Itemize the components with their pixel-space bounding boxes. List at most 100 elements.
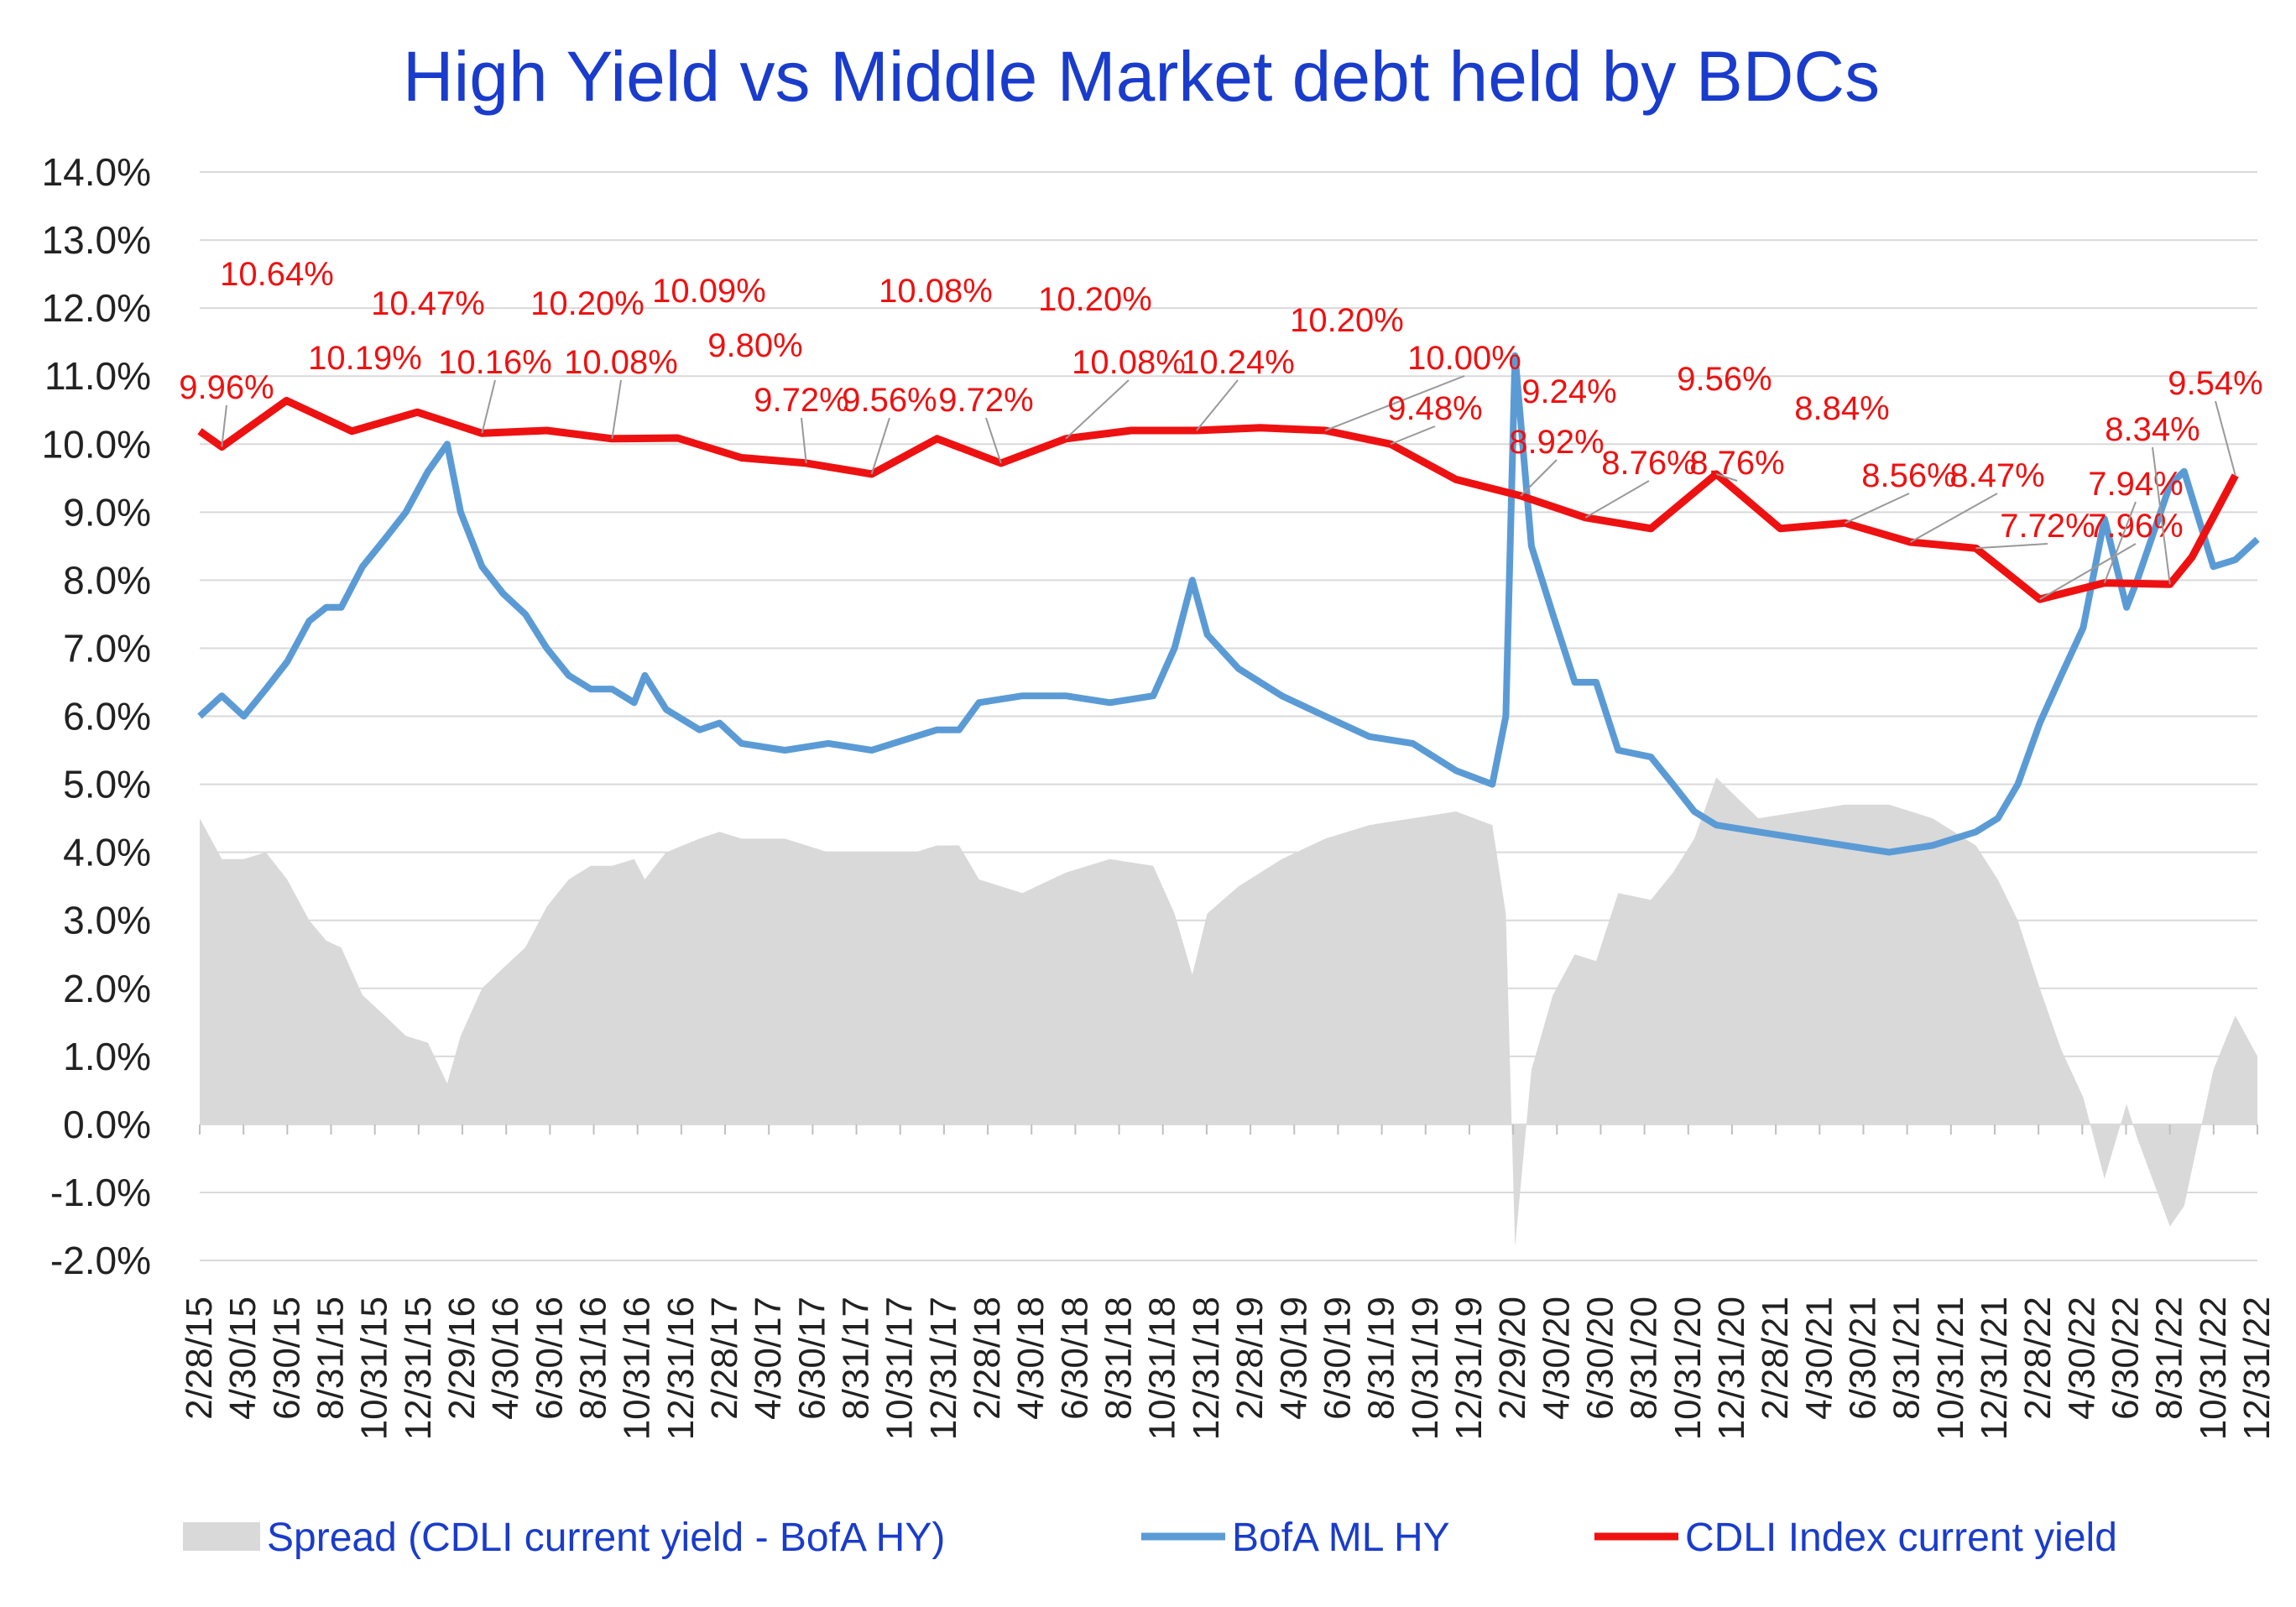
y-tick-label: 11.0% xyxy=(44,354,151,398)
x-axis-ticks: 2/28/15 4/30/15 6/30/15 8/31/15 10/31/15 12/3… xyxy=(179,1124,2278,1440)
x-tick-label: 4/30/15 xyxy=(222,1297,264,1420)
x-tick-label: 8/31/18 xyxy=(1098,1297,1140,1420)
data-label: 7.94% xyxy=(2088,466,2183,503)
x-tick-label: 2/28/22 xyxy=(2017,1297,2059,1420)
bofa-line-layer xyxy=(197,352,2260,856)
data-labels: 9.96% 10.64% 10.19% 10.47% 10.16% 10.20% 10.08… xyxy=(179,256,2263,600)
bofa-hy-line xyxy=(197,352,2260,856)
x-tick-label: 12/31/18 xyxy=(1186,1297,1227,1440)
data-label: 8.76% xyxy=(1601,445,1696,482)
leader-line xyxy=(611,379,622,439)
data-label: 8.47% xyxy=(1949,457,2044,494)
leader-line xyxy=(2103,501,2137,583)
x-tick-label: 10/31/16 xyxy=(617,1297,658,1440)
data-label: 10.19% xyxy=(308,340,422,377)
leader-line xyxy=(985,417,1002,464)
data-label: 9.56% xyxy=(1677,361,1772,398)
data-label: 9.24% xyxy=(1521,373,1616,410)
y-axis-ticks: 14.0% 13.0% 12.0% 11.0% 10.0% 9.0% 8.0% 7.0% 6.0… xyxy=(42,150,151,1282)
data-label: 10.24% xyxy=(1181,344,1295,381)
data-label: 10.20% xyxy=(1290,302,1404,339)
leader-line xyxy=(1975,543,2048,550)
x-tick-label: 2/28/17 xyxy=(704,1297,745,1420)
x-tick-label: 12/31/17 xyxy=(923,1297,964,1440)
leader-line xyxy=(2215,400,2236,476)
x-tick-label: 4/30/19 xyxy=(1273,1297,1314,1420)
data-label: 9.54% xyxy=(2168,365,2262,402)
y-tick-label: 10.0% xyxy=(42,422,151,466)
x-tick-label: 10/31/17 xyxy=(879,1297,921,1440)
x-tick-label: 10/31/19 xyxy=(1405,1297,1446,1440)
x-tick-label: 8/31/17 xyxy=(836,1297,877,1420)
legend-label-cdli: CDLI Index current yield xyxy=(1685,1516,2117,1560)
spread-area xyxy=(200,777,2257,1247)
x-tick-label: 6/30/22 xyxy=(2105,1297,2146,1420)
y-tick-label: -1.0% xyxy=(50,1171,151,1214)
x-tick-label: 2/29/20 xyxy=(1492,1297,1533,1420)
y-tick-label: 1.0% xyxy=(63,1035,151,1078)
cdli-line xyxy=(197,396,2239,603)
leader-line xyxy=(1065,379,1130,440)
x-tick-label: 2/28/19 xyxy=(1229,1297,1271,1420)
data-label: 9.72% xyxy=(754,382,848,419)
leader-line xyxy=(1390,425,1436,446)
data-label: 8.76% xyxy=(1689,445,1784,482)
y-tick-label: 9.0% xyxy=(63,490,151,534)
x-tick-label: 10/31/18 xyxy=(1142,1297,1183,1440)
x-tick-label: 2/28/21 xyxy=(1755,1297,1796,1420)
legend-swatch-spread xyxy=(183,1522,260,1551)
data-label: 10.08% xyxy=(1072,344,1186,381)
y-tick-label: 3.0% xyxy=(63,899,151,942)
data-label: 10.64% xyxy=(220,256,334,293)
x-tick-label: 10/31/20 xyxy=(1667,1297,1709,1440)
leader-line xyxy=(870,417,890,475)
x-tick-label: 12/31/16 xyxy=(660,1297,702,1440)
x-tick-label: 4/30/16 xyxy=(485,1297,526,1420)
data-label: 9.80% xyxy=(707,327,802,364)
data-label: 8.92% xyxy=(1509,424,1604,461)
leader-line xyxy=(1584,480,1650,519)
leader-line xyxy=(1715,472,1738,482)
chart-title: High Yield vs Middle Market debt held by… xyxy=(403,37,1880,116)
x-tick-label: 12/31/22 xyxy=(2236,1297,2278,1440)
leader-line xyxy=(1324,375,1465,431)
data-label: 10.20% xyxy=(1038,281,1152,318)
x-tick-label: 6/30/18 xyxy=(1054,1297,1095,1420)
data-label: 10.00% xyxy=(1407,340,1521,377)
y-tick-label: 0.0% xyxy=(63,1103,151,1146)
x-tick-label: 8/31/15 xyxy=(310,1297,352,1420)
x-tick-label: 2/28/18 xyxy=(967,1297,1008,1420)
data-label: 8.34% xyxy=(2105,411,2199,448)
data-label: 10.08% xyxy=(879,273,993,310)
x-tick-label: 6/30/16 xyxy=(529,1297,570,1420)
x-tick-label: 10/31/22 xyxy=(2193,1297,2234,1440)
x-tick-label: 4/30/18 xyxy=(1010,1297,1051,1420)
x-tick-label: 8/31/20 xyxy=(1624,1297,1665,1420)
y-tick-label: -2.0% xyxy=(50,1239,151,1282)
x-tick-label: 12/31/15 xyxy=(398,1297,439,1440)
legend-label-spread: Spread (CDLI current yield - BofA HY) xyxy=(267,1516,945,1560)
x-tick-label: 12/31/19 xyxy=(1448,1297,1490,1440)
leader-line xyxy=(1910,493,1998,543)
x-tick-label: 4/30/17 xyxy=(748,1297,789,1420)
y-tick-label: 2.0% xyxy=(63,967,151,1010)
x-tick-label: 6/30/21 xyxy=(1842,1297,1883,1420)
y-tick-label: 14.0% xyxy=(42,150,151,194)
x-tick-label: 6/30/20 xyxy=(1579,1297,1620,1420)
x-tick-label: 8/31/19 xyxy=(1361,1297,1402,1420)
data-label: 10.09% xyxy=(652,273,766,310)
data-label: 10.47% xyxy=(371,285,485,322)
data-label: 9.96% xyxy=(179,369,274,406)
data-label: 7.96% xyxy=(2088,508,2183,545)
x-tick-label: 2/28/15 xyxy=(179,1297,220,1420)
x-tick-label: 12/31/21 xyxy=(1974,1297,2015,1440)
data-label: 10.16% xyxy=(438,344,552,381)
leader-line xyxy=(801,417,807,464)
x-tick-label: 4/30/20 xyxy=(1536,1297,1577,1420)
data-label: 9.48% xyxy=(1387,390,1482,427)
leader-line xyxy=(1845,493,1910,524)
x-tick-label: 6/30/19 xyxy=(1317,1297,1358,1420)
cdli-line-layer xyxy=(197,396,2239,603)
legend-label-bofa: BofA ML HY xyxy=(1232,1516,1450,1560)
